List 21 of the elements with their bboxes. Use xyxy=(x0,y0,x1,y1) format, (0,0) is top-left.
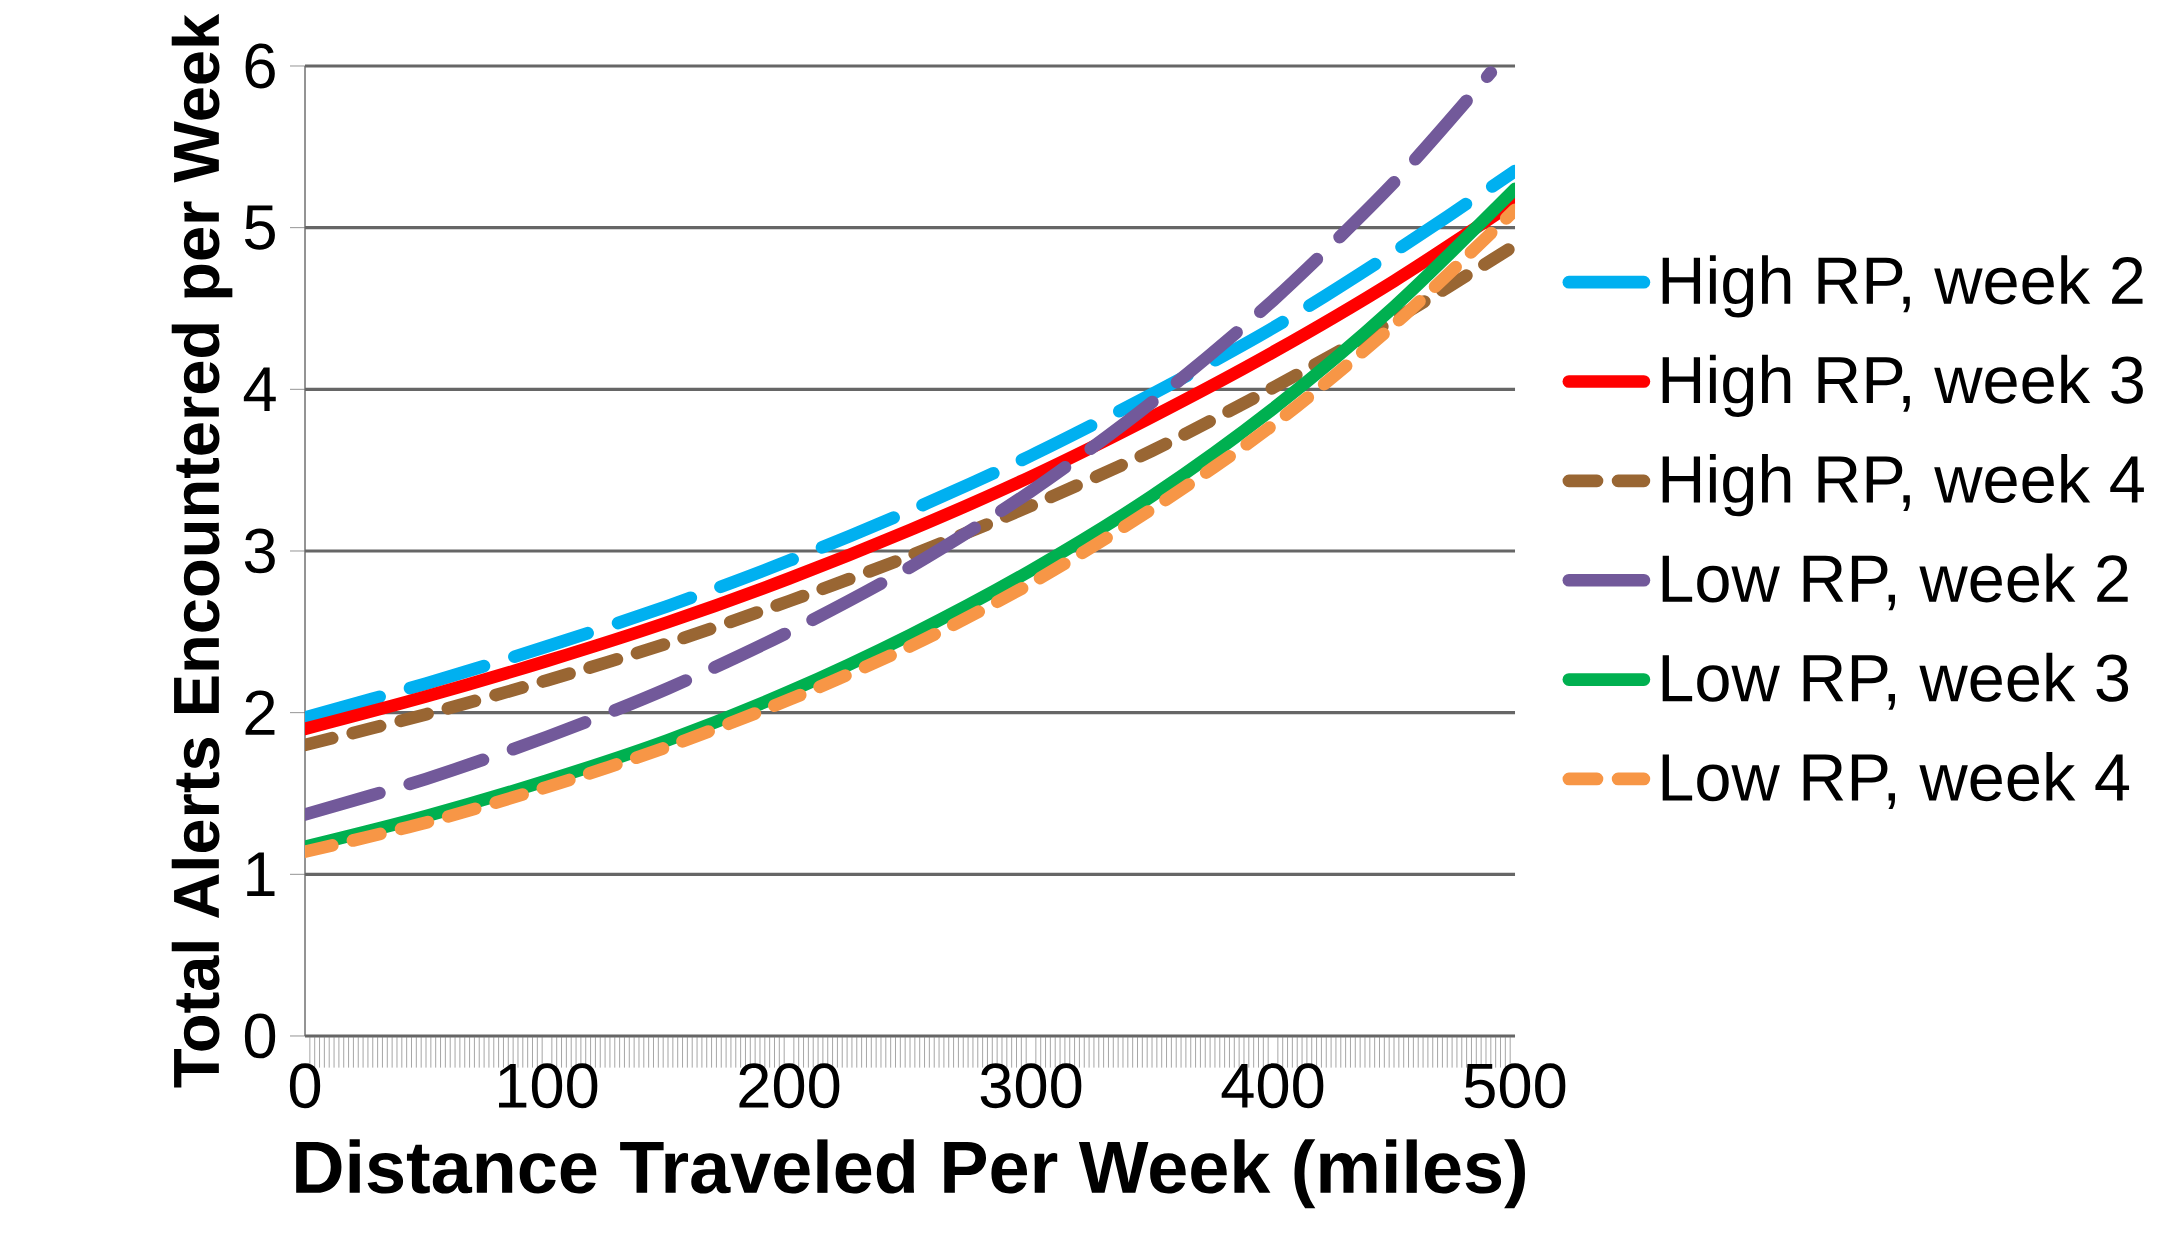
x-tick-label: 0 xyxy=(289,1063,321,1109)
x-tick-label: 200 xyxy=(739,1063,840,1109)
x-tick-label: 500 xyxy=(1464,1063,1566,1109)
legend-label: High RP, week 4 xyxy=(1662,454,2144,517)
x-tick-label: 400 xyxy=(1221,1063,1324,1109)
y-tick-label: 5 xyxy=(244,205,275,250)
legend-label: Low RP, week 2 xyxy=(1662,553,2128,611)
legend-label: Low RP, week 4 xyxy=(1662,752,2130,810)
y-axis-title: Total Alerts Encountered per Week xyxy=(171,13,233,1088)
y-tick-label: 4 xyxy=(243,367,276,412)
x-axis-title: Distance Traveled Per Week (miles) xyxy=(296,1139,1525,1209)
y-tick-label: 1 xyxy=(247,852,275,897)
x-tick-label: 100 xyxy=(499,1063,598,1109)
y-tick-label: 2 xyxy=(245,690,275,735)
legend-label: Low RP, week 3 xyxy=(1662,652,2129,710)
y-tick-label: 3 xyxy=(244,528,275,574)
legend-label: High RP, week 2 xyxy=(1662,255,2143,318)
y-tick-label: 6 xyxy=(245,43,275,89)
y-tick-label: 0 xyxy=(244,1013,276,1059)
legend-label: High RP, week 3 xyxy=(1662,354,2143,417)
x-tick-label: 300 xyxy=(980,1063,1082,1109)
